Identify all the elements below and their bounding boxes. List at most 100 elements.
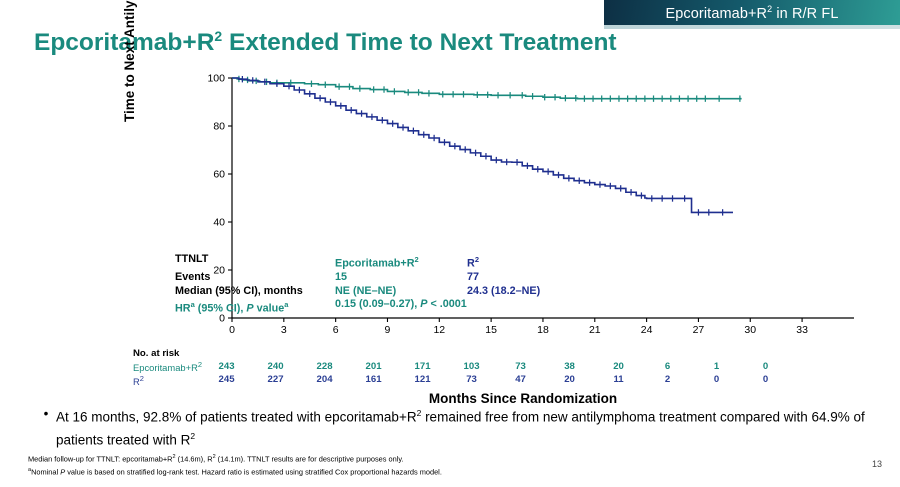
footnote2-p: P [60, 467, 66, 477]
footnote1-part1: Median follow-up for TTNLT: epcoritamab+… [28, 454, 173, 464]
at-risk-cell: 103 [463, 360, 480, 372]
at-risk-cell: 0 [762, 374, 769, 386]
footnote2-part1: Nominal [31, 467, 61, 477]
stats-header-epco: Epcoritamab+R2 [335, 253, 467, 271]
footnote1-sup2: 2 [212, 454, 216, 460]
page-title-superscript: 2 [214, 28, 223, 44]
stats-row-hr-value: 0.15 (0.09–0.27), P < .0001 [335, 298, 540, 316]
stats-table: TTNLT Epcoritamab+R2 R2 Events 15 77 Med… [175, 253, 540, 317]
x-axis-tick-label: 6 [333, 324, 339, 336]
header-ribbon-superscript: 2 [767, 3, 773, 14]
header-ribbon-underline [604, 25, 900, 29]
stats-header-r2: R2 [467, 253, 540, 271]
km-curve-epcoritamabr2 [232, 77, 742, 100]
x-axis-tick-label: 3 [281, 324, 287, 336]
stats-table-grid: TTNLT Epcoritamab+R2 R2 Events 15 77 Med… [175, 253, 540, 317]
bullet-text-part2: remained free from new antilymphoma trea… [421, 409, 717, 425]
y-axis-tick-label: 0 [219, 313, 225, 325]
stats-row-hr-label: HRa (95% CI), P valuea [175, 298, 335, 316]
header-ribbon-tail: in R/R FL [772, 5, 839, 22]
plot-svg: 0 20 40 60 80 100 0 3 6 9 12 15 18 21 24 27 30 33 [207, 73, 854, 336]
stats-row-hr-value-text: 0.15 (0.09–0.27), [335, 298, 421, 311]
bullet-row: • At 16 months, 92.8% of patients treate… [36, 404, 866, 449]
x-axis-tick-label: 0 [229, 324, 235, 336]
at-risk-cell: 1 [713, 360, 720, 372]
at-risk-cell: 240 [267, 360, 284, 372]
stats-row-hr-value-p: P [420, 298, 428, 311]
y-axis-tick-label: 40 [213, 217, 225, 229]
stats-row-hr-label-hr: HR [175, 302, 191, 315]
stats-row-hr-label-end: value [253, 302, 285, 315]
header-ribbon: Epcoritamab+R2 in R/R FL [604, 0, 900, 25]
at-risk-cell: 121 [414, 374, 431, 386]
bullet-text-sup2: 2 [190, 430, 196, 441]
stats-header-epco-sup: 2 [414, 255, 419, 264]
footnote2-sup: a [28, 466, 32, 473]
y-axis-tick-label: 100 [207, 73, 225, 85]
at-risk-cell: 0 [713, 374, 720, 386]
at-risk-title: No. at risk [133, 348, 180, 359]
x-axis-tick-label: 21 [589, 324, 601, 336]
at-risk-cell: 228 [316, 360, 333, 372]
footnote1-part2: (14.6m), R [175, 454, 213, 464]
y-axis-tick-label: 60 [213, 169, 225, 181]
bullet-text: At 16 months, 92.8% of patients treated … [56, 404, 866, 449]
stats-row-events-label: Events [175, 271, 211, 284]
y-axis-tick-label: 20 [213, 265, 225, 277]
stats-header-r2-text: R [467, 257, 475, 270]
at-risk-grid: Epcoritamab+R2 243 240 228 201 171 103 73 38 20 6 1… [133, 360, 790, 387]
x-axis-tick-label: 24 [641, 324, 653, 336]
bullet-marker-icon: • [43, 406, 49, 421]
page-title: Epcoritamab+R2 Extended Time to Next Tre… [34, 28, 617, 57]
stats-row-hr: HRa (95% CI), P valuea 0.15 (0.09–0.27),… [175, 298, 540, 316]
x-axis-tick-label: 12 [433, 324, 445, 336]
x-axis-title: Months Since Randomization [358, 391, 688, 406]
footnote1-part3: (14.1m). TTNLT results are for descripti… [215, 454, 404, 464]
stats-header-r2-sup: 2 [474, 255, 479, 264]
stats-row-events-epco: 15 [335, 271, 348, 284]
stats-header-ttnlt: TTNLT [175, 253, 209, 265]
header-ribbon-text: Epcoritamab+R2 in R/R FL [665, 4, 838, 22]
y-axis-tick-label: 80 [213, 121, 225, 133]
footnote-line-1: Median follow-up for TTNLT: epcoritamab+… [28, 452, 728, 465]
stats-row-events: Events 15 77 [175, 271, 540, 285]
footnote1-sup1: 2 [172, 454, 176, 460]
x-axis-tick-label: 33 [796, 324, 808, 336]
x-axis-tick-label: 15 [485, 324, 497, 336]
at-risk-cell: 47 [515, 374, 526, 386]
at-risk-cell: 38 [564, 360, 575, 372]
page-title-main: Epcoritamab+R [34, 29, 215, 57]
bullet-text-part1: At 16 months, 92.8% of patients treated … [56, 409, 417, 425]
stats-header-row: TTNLT Epcoritamab+R2 R2 [175, 253, 540, 271]
at-risk-row-label: Epcoritamab+R2 [133, 360, 203, 374]
at-risk-cell: 0 [762, 360, 769, 372]
page-title-tail: Extended Time to Next Treatment [222, 29, 617, 57]
km-curve-r2 [232, 77, 733, 214]
page-number: 13 [871, 459, 882, 469]
x-axis-title-text: Months Since Randomization [428, 391, 618, 406]
at-risk-cell: 2 [664, 374, 671, 386]
footnotes: Median follow-up for TTNLT: epcoritamab+… [28, 452, 728, 478]
at-risk-cell: 201 [365, 360, 382, 372]
stats-row-hr-value-end: < .0001 [427, 298, 467, 311]
stats-row-median-label: Median (95% CI), months [175, 284, 303, 297]
at-risk-cell: 73 [515, 360, 526, 372]
at-risk-cell: 20 [564, 374, 575, 386]
key-finding-bullet: • At 16 months, 92.8% of patients treate… [36, 404, 866, 449]
at-risk-cell: 20 [613, 360, 624, 372]
at-risk-cell: 73 [466, 374, 477, 386]
footnote-line-2: aNominal P value is based on stratified … [28, 465, 728, 478]
stats-row-hr-label-sup: a [190, 300, 195, 310]
bullet-text-part3: compared with 64.9% of patients treated … [56, 409, 865, 448]
header-ribbon-label: Epcoritamab+R [665, 5, 768, 22]
at-risk-cell: 171 [414, 360, 431, 372]
stats-row-median: Median (95% CI), months NE (NE–NE) 24.3 … [175, 285, 540, 299]
bullet-text-sup1: 2 [416, 408, 422, 418]
at-risk-cell: 6 [664, 360, 671, 372]
at-risk-cell: 11 [613, 374, 624, 386]
x-axis-tick-label: 18 [537, 324, 549, 336]
stats-row-hr-label-end-sup: a [284, 300, 289, 310]
at-risk-cell: 161 [365, 374, 382, 386]
kaplan-meier-chart: Time to Next Antilymphoma Treatment, % 0… [122, 0, 888, 406]
at-risk-row: R2 245 227 204 161 121 73 47 20 11 2 0 0 [133, 374, 790, 388]
